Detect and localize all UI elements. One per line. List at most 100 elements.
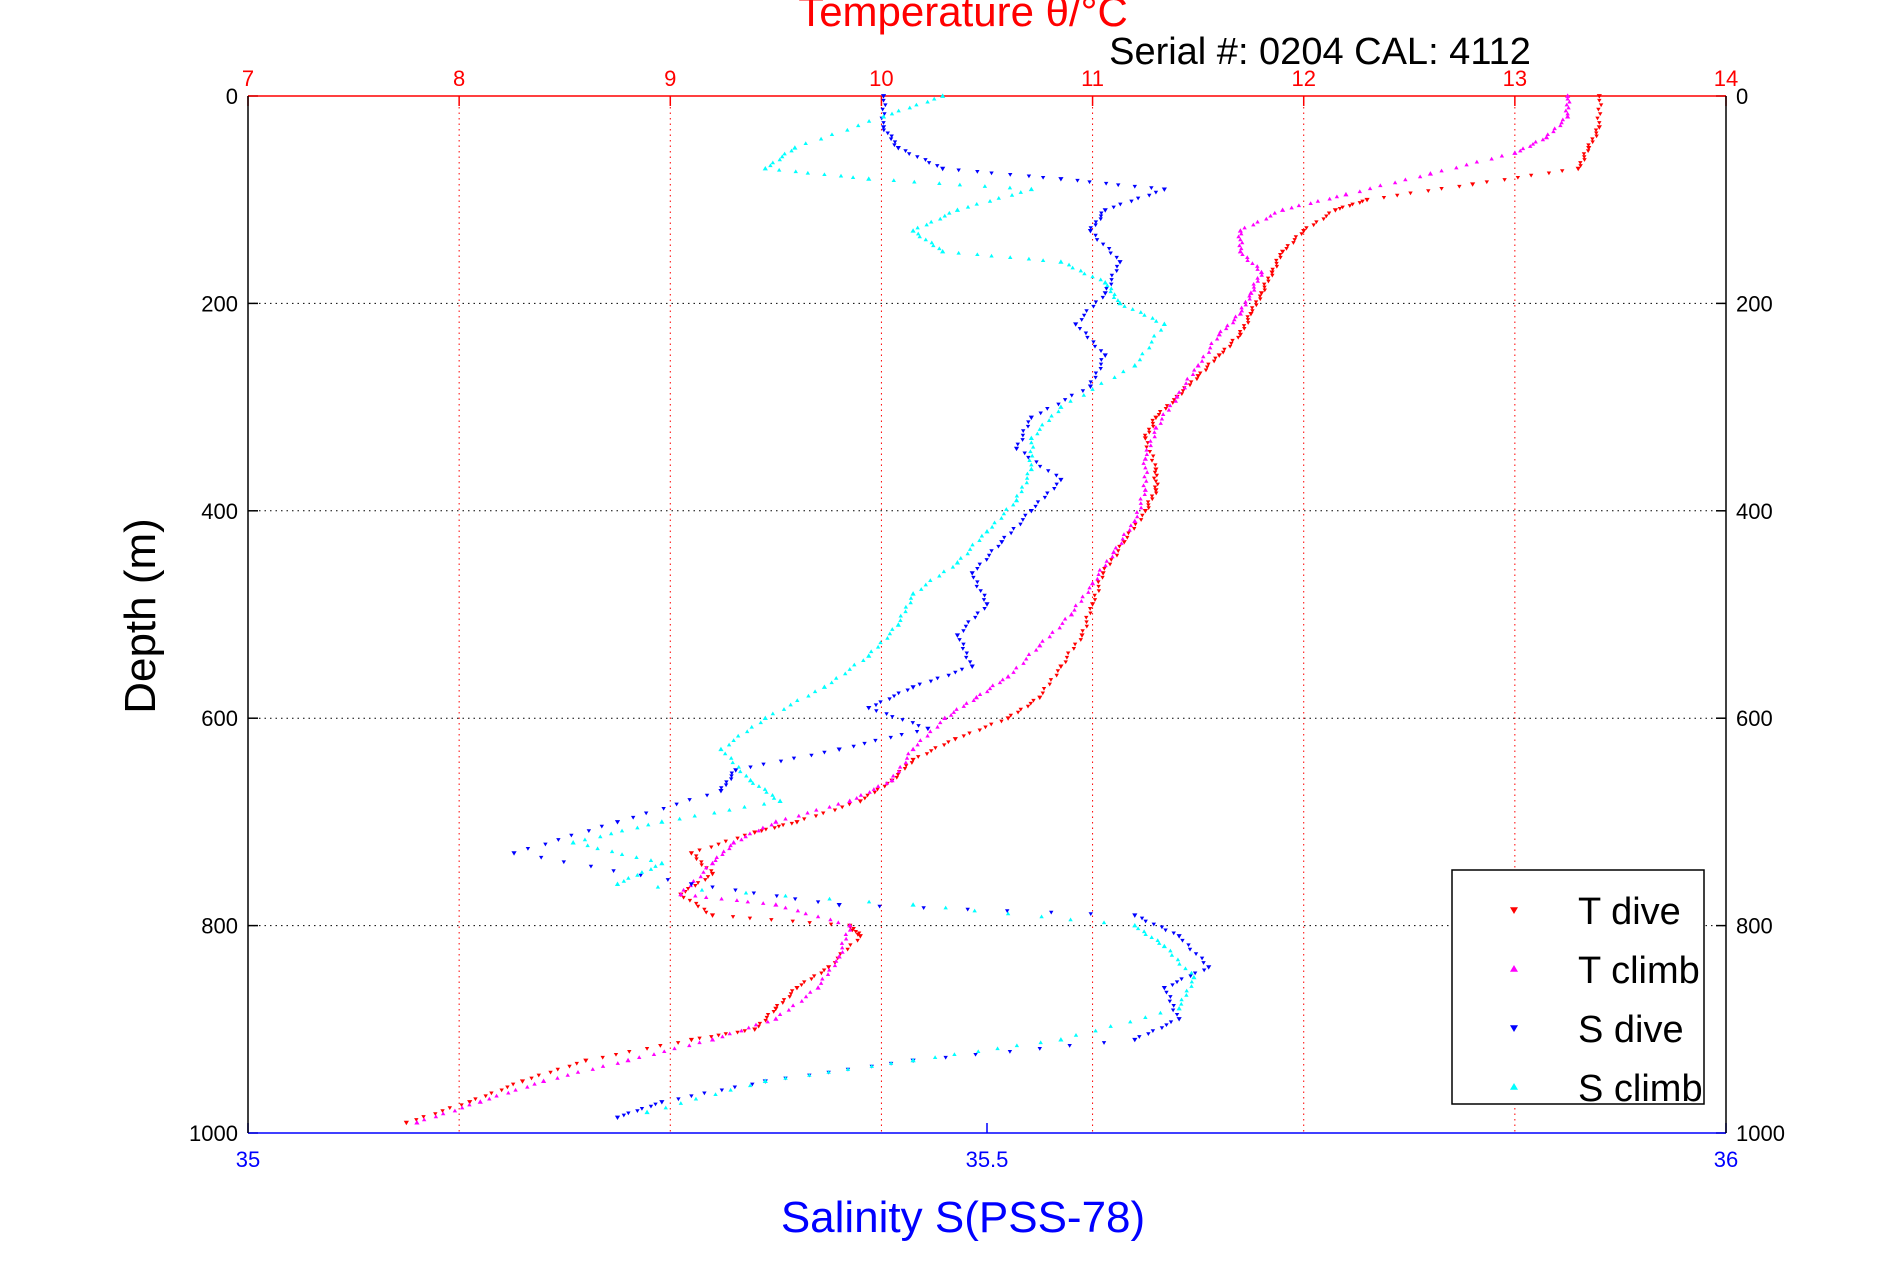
data-point (880, 94, 887, 99)
data-point (1107, 562, 1113, 567)
data-point (739, 1028, 744, 1033)
data-point (875, 784, 881, 788)
data-point (1284, 247, 1289, 251)
data-point (1242, 327, 1247, 331)
data-point (1040, 691, 1046, 696)
data-point (1109, 282, 1114, 287)
data-point (836, 747, 842, 752)
data-point (595, 846, 600, 851)
data-point (796, 813, 801, 818)
data-point (770, 160, 776, 165)
data-point (1155, 938, 1160, 942)
data-point (1022, 451, 1027, 456)
data-point (1008, 713, 1014, 718)
data-point (1518, 148, 1523, 153)
data-point (964, 651, 969, 656)
data-point (1083, 331, 1089, 336)
data-point (525, 847, 531, 851)
data-point (833, 958, 839, 963)
data-point (735, 733, 741, 738)
data-point (1092, 344, 1098, 349)
data-point (751, 891, 757, 896)
data-point (972, 908, 977, 913)
data-point (760, 901, 766, 905)
data-point (1242, 225, 1247, 230)
data-point (1551, 129, 1556, 134)
data-point (769, 822, 774, 827)
data-point (1056, 409, 1061, 414)
data-point (929, 219, 934, 224)
data-point (709, 869, 714, 873)
data-point (1179, 997, 1184, 1002)
data-point (687, 798, 692, 802)
data-point (1153, 415, 1159, 421)
data-point (1090, 274, 1095, 279)
data-point (1086, 590, 1091, 594)
data-point (777, 798, 783, 803)
data-point (760, 825, 766, 830)
data-point (1045, 491, 1050, 496)
data-point (805, 810, 810, 815)
data-point (992, 520, 997, 525)
data-point (899, 732, 904, 737)
data-point (1098, 277, 1103, 282)
data-point (1164, 990, 1169, 995)
data-point (1038, 411, 1043, 416)
data-point (771, 1009, 776, 1014)
data-point (1292, 238, 1297, 242)
data-point (1071, 647, 1077, 651)
data-point (856, 123, 861, 128)
data-point (889, 777, 895, 783)
data-point (713, 1092, 718, 1097)
x-top-tick-label: 11 (1081, 66, 1104, 91)
data-point (1120, 536, 1125, 541)
data-point (1262, 282, 1267, 287)
data-point (776, 167, 782, 172)
x-top-tick-label: 14 (1714, 66, 1738, 91)
data-point (783, 893, 788, 898)
data-point (1209, 341, 1214, 345)
data-point (773, 819, 779, 824)
data-point (1175, 957, 1181, 962)
data-point (648, 858, 654, 862)
data-point (730, 915, 736, 919)
data-point (1291, 241, 1296, 245)
data-point (1360, 199, 1365, 204)
data-point (989, 549, 994, 553)
data-point (663, 1105, 668, 1110)
data-point (1343, 191, 1349, 197)
data-point (975, 611, 980, 616)
data-point (510, 1082, 516, 1087)
data-point (865, 793, 870, 798)
data-point (1334, 194, 1340, 199)
data-point (999, 516, 1004, 520)
data-point (1186, 943, 1191, 948)
data-point (1220, 350, 1226, 355)
data-point (975, 567, 980, 571)
data-point (1148, 438, 1153, 443)
data-point (1201, 354, 1206, 359)
data-point (967, 660, 973, 665)
data-point (815, 900, 821, 905)
data-point (1132, 518, 1138, 523)
data-point (1457, 184, 1462, 189)
data-point (1088, 611, 1093, 616)
data-point (868, 649, 874, 654)
data-point (659, 1100, 665, 1105)
data-point (1199, 358, 1205, 363)
data-point (541, 1078, 547, 1083)
data-point (1047, 634, 1052, 639)
data-point (900, 718, 905, 722)
data-point (762, 715, 768, 721)
data-point (757, 1021, 763, 1026)
data-point (1567, 99, 1572, 104)
data-point (1112, 292, 1117, 297)
data-point (1427, 171, 1433, 176)
data-point (799, 983, 804, 988)
data-point (1167, 999, 1172, 1004)
data-point (1098, 217, 1103, 222)
x-bottom-axis-label: Salinity S(PSS-78) (781, 1193, 1145, 1242)
data-point (884, 712, 889, 716)
data-point (985, 689, 990, 694)
data-point (1528, 144, 1533, 148)
